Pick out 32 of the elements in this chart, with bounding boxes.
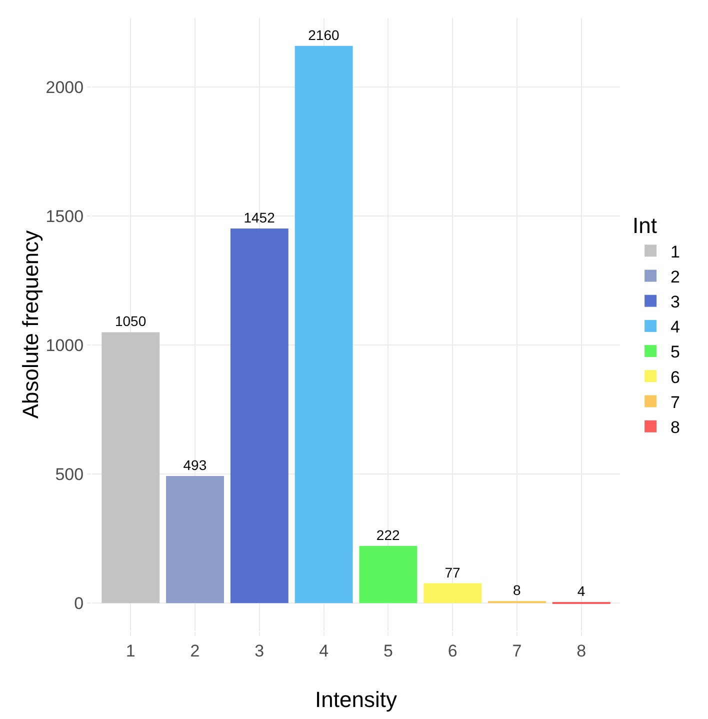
data-label: 222	[376, 526, 400, 543]
legend-label: 2	[670, 267, 680, 286]
data-label: 4	[577, 583, 586, 599]
x-tick-label: 7	[512, 641, 522, 660]
x-tick-label: 2	[190, 641, 200, 660]
data-label: 493	[183, 456, 207, 473]
legend-label: 5	[670, 342, 680, 362]
legend-label: 1	[670, 242, 680, 262]
legend-label: 4	[670, 318, 680, 337]
y-tick-label: 1500	[46, 207, 84, 226]
legend-label: 8	[670, 418, 680, 437]
x-tick-label: 6	[448, 641, 458, 660]
data-label: 1452	[244, 210, 276, 226]
y-tick-label: 0	[74, 594, 84, 614]
legend-label: 3	[670, 292, 680, 312]
x-axis-title: Intensity	[315, 687, 397, 712]
data-label: 1050	[114, 313, 146, 330]
y-tick-label: 2000	[46, 78, 84, 98]
x-tick-label: 8	[576, 641, 586, 660]
x-tick-label: 1	[126, 641, 136, 660]
legend-title: Int	[632, 213, 658, 238]
data-label: 8	[512, 582, 521, 598]
x-tick-label: 3	[254, 641, 264, 660]
legend-label: 7	[670, 392, 680, 412]
y-axis-title: Absolute frequency	[18, 230, 43, 419]
x-tick-label: 4	[319, 641, 329, 660]
x-tick-label: 5	[383, 641, 393, 660]
y-tick-label: 500	[55, 465, 84, 484]
data-label: 2160	[308, 26, 340, 43]
data-label: 77	[444, 564, 460, 580]
legend-label: 6	[670, 368, 680, 387]
y-tick-label: 1000	[46, 336, 84, 356]
